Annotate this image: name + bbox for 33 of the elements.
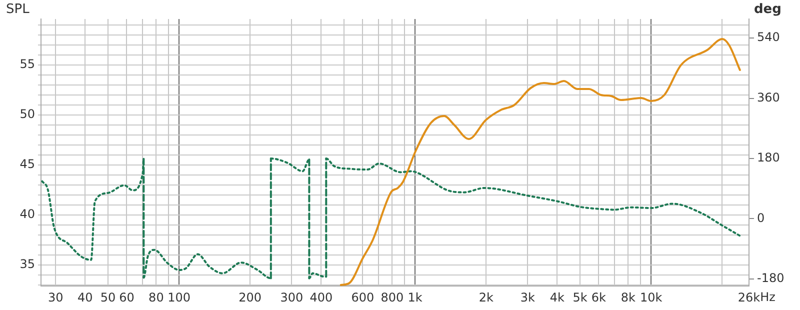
x-tick-label: 8k xyxy=(620,290,636,304)
x-tick-label: 40 xyxy=(78,290,93,304)
x-tick-label: 6k xyxy=(591,290,606,304)
x-tick-label: 3k xyxy=(520,290,536,304)
y-tick-label: 55 xyxy=(20,57,35,72)
y2-tick-label: 180 xyxy=(757,150,780,165)
y2-axis-title: deg xyxy=(754,2,782,17)
x-tick-label: 60 xyxy=(119,290,134,304)
y-tick-label: 50 xyxy=(20,107,35,122)
y-tick-label: 35 xyxy=(20,257,35,272)
x-tick-label: 200 xyxy=(238,290,262,304)
x-tick-label: 80 xyxy=(148,290,164,304)
y2-tick-label: 540 xyxy=(757,30,780,44)
y2-tick-label: -180 xyxy=(757,271,784,286)
x-tick-label: 800 xyxy=(380,290,404,304)
x-axis-title: Hz xyxy=(760,290,776,304)
x-tick-label: 300 xyxy=(280,290,304,304)
x-tick-label: 10k xyxy=(640,290,662,304)
x-tick-label: 2k xyxy=(478,290,494,304)
y-tick-label: 45 xyxy=(20,157,35,172)
x-tick-label: 1k xyxy=(408,290,422,304)
x-tick-label: 400 xyxy=(310,290,333,304)
y2-tick-label: 360 xyxy=(757,90,780,104)
x-tick-label: 50 xyxy=(100,290,116,304)
x-tick-label: 5k xyxy=(572,290,588,304)
x-tick-label: 4k xyxy=(550,290,564,304)
y2-tick-label: 0 xyxy=(757,210,765,225)
y-axis-title: SPL xyxy=(6,2,30,17)
y-tick-label: 40 xyxy=(20,207,35,222)
x-tick-label: 600 xyxy=(351,290,374,304)
x-tick-label: 26k xyxy=(738,290,760,304)
x-tick-label: 100 xyxy=(168,290,191,304)
x-tick-label: 30 xyxy=(48,290,64,304)
